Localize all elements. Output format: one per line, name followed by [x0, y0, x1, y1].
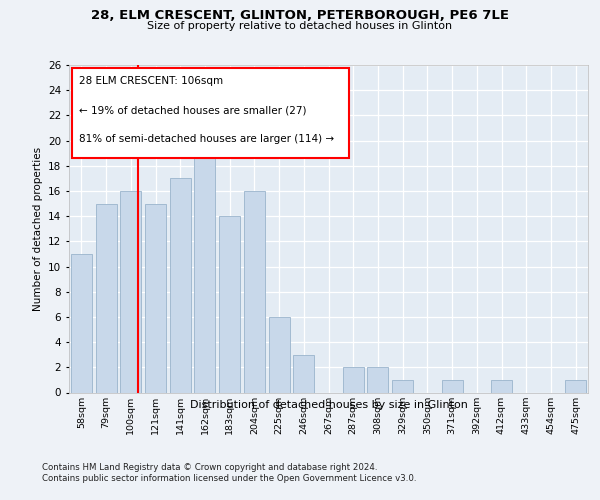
- Text: Contains HM Land Registry data © Crown copyright and database right 2024.: Contains HM Land Registry data © Crown c…: [42, 462, 377, 471]
- Text: 81% of semi-detached houses are larger (114) →: 81% of semi-detached houses are larger (…: [79, 134, 335, 144]
- Bar: [269, 317, 290, 392]
- Text: 28 ELM CRESCENT: 106sqm: 28 ELM CRESCENT: 106sqm: [79, 76, 224, 86]
- Bar: [565, 380, 586, 392]
- Text: Size of property relative to detached houses in Glinton: Size of property relative to detached ho…: [148, 21, 452, 31]
- Bar: [170, 178, 191, 392]
- Bar: [194, 128, 215, 392]
- FancyBboxPatch shape: [71, 68, 349, 158]
- Bar: [219, 216, 240, 392]
- Bar: [343, 368, 364, 392]
- Text: ← 19% of detached houses are smaller (27): ← 19% of detached houses are smaller (27…: [79, 106, 307, 116]
- Bar: [244, 191, 265, 392]
- Text: 28, ELM CRESCENT, GLINTON, PETERBOROUGH, PE6 7LE: 28, ELM CRESCENT, GLINTON, PETERBOROUGH,…: [91, 9, 509, 22]
- Bar: [71, 254, 92, 392]
- Bar: [120, 191, 141, 392]
- Bar: [95, 204, 116, 392]
- Bar: [293, 354, 314, 393]
- Bar: [367, 368, 388, 392]
- Y-axis label: Number of detached properties: Number of detached properties: [32, 146, 43, 311]
- Bar: [145, 204, 166, 392]
- Text: Contains public sector information licensed under the Open Government Licence v3: Contains public sector information licen…: [42, 474, 416, 483]
- Bar: [442, 380, 463, 392]
- Bar: [491, 380, 512, 392]
- Bar: [392, 380, 413, 392]
- Text: Distribution of detached houses by size in Glinton: Distribution of detached houses by size …: [190, 400, 468, 410]
